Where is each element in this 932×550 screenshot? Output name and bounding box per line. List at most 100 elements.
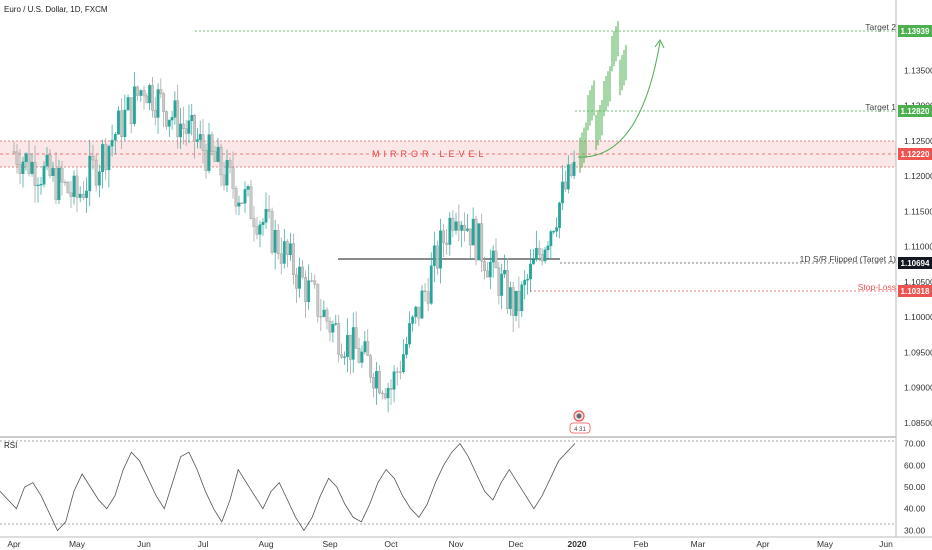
candle-body [12, 151, 16, 153]
candle-body [237, 202, 241, 207]
candle-body [468, 228, 472, 246]
symbol-title: Euro / U.S. Dollar, 1D, FXCM [4, 5, 108, 14]
candle-body [442, 230, 446, 244]
rsi-axis[interactable]: 70.00 60.00 50.00 40.00 30.00 [904, 439, 926, 536]
candle-body [526, 278, 530, 281]
candle-body [91, 155, 95, 161]
candle-body [460, 224, 464, 231]
candle-body [360, 351, 364, 363]
candle-body [477, 223, 481, 261]
stop-price-badge: 1.10318 [898, 285, 932, 297]
candle-body [392, 371, 396, 390]
candle-body [432, 245, 436, 266]
candle-body [181, 123, 185, 129]
candle-body [216, 146, 220, 162]
target2-price-badge: 1.13939 [898, 25, 932, 37]
candle-body [325, 309, 329, 322]
candle-body [88, 155, 92, 192]
candle-body [405, 343, 408, 355]
candle-body [24, 153, 28, 163]
flipped-label: 1D S/R Flipped (Target 1) [800, 254, 897, 264]
price-tick-label: 1.11500 [904, 206, 932, 216]
flipped-price: 1.10694 [901, 259, 930, 268]
candle-body [466, 228, 469, 231]
candle-body [198, 134, 202, 140]
candle-body [386, 388, 390, 399]
candle-body [411, 316, 415, 324]
candle-body [354, 327, 358, 349]
candle-body [190, 115, 194, 121]
candle-body [363, 341, 367, 353]
candle-body [346, 334, 349, 357]
candle-body [408, 323, 411, 345]
time-tick-label: Dec [508, 539, 524, 549]
candle-body [255, 226, 259, 235]
candle-body [288, 243, 292, 256]
candle-body [555, 227, 559, 232]
candle-body [340, 354, 344, 358]
candle-body [231, 167, 235, 189]
mirror-price: 1.12220 [901, 150, 930, 159]
candle-body [176, 100, 180, 138]
target1-price-badge: 1.12820 [898, 105, 932, 117]
candle-body [369, 355, 373, 378]
candle-body [60, 167, 64, 183]
candle-body [201, 134, 205, 151]
candle-body [204, 150, 208, 171]
time-axis[interactable]: Apr May Jun Jul Aug Sep Oct Nov Dec 2020 Feb Mar Apr… [7, 539, 893, 549]
time-tick-label: May [817, 539, 834, 549]
candle-body [207, 134, 211, 171]
candle-body [276, 229, 280, 255]
rsi-label: RSI [4, 441, 17, 450]
candle-body [187, 120, 191, 134]
candle-body [142, 90, 146, 97]
candle-body [270, 211, 274, 253]
candle-body [334, 323, 338, 325]
arrow-head-icon [654, 39, 665, 49]
candle-body [81, 193, 85, 198]
candle-body [520, 284, 524, 312]
candle-body [282, 241, 286, 264]
candle-body [549, 231, 553, 247]
rsi-tick-label: 30.00 [904, 525, 926, 535]
candle-body [51, 168, 55, 176]
candle-body [145, 95, 149, 104]
candle-body [474, 218, 478, 261]
candle-body [558, 202, 561, 228]
candle-body [566, 164, 570, 190]
candle-body [503, 269, 506, 275]
candle-body [523, 279, 527, 286]
candle-body [343, 356, 346, 358]
candle-body [543, 249, 547, 262]
candle-body [136, 86, 140, 96]
price-tick-label: 1.13500 [904, 65, 932, 75]
candle-body [225, 160, 229, 186]
candle-body [15, 151, 19, 165]
dividend-event-icon[interactable]: 4 31 [569, 410, 591, 434]
candle-body [45, 154, 49, 167]
candle-body [101, 144, 104, 173]
candle-body [436, 245, 439, 269]
candle-body [63, 181, 67, 184]
candle-body [448, 217, 452, 245]
candle-body [514, 290, 518, 316]
candle-body [213, 151, 217, 162]
candle-body [572, 161, 576, 176]
time-tick-label: Mar [691, 539, 706, 549]
mirror-level-label: MIRROR-LEVEL [372, 149, 488, 159]
candle-body [529, 263, 532, 280]
candle-body [480, 223, 484, 262]
candle-body [292, 243, 295, 275]
candle-body [313, 280, 317, 285]
candle-body [366, 341, 370, 357]
candle-body [54, 168, 58, 201]
candle-body [426, 291, 430, 304]
candle-body [500, 273, 504, 296]
candle-body [285, 241, 289, 256]
candle-body [170, 117, 174, 121]
candle-body [210, 134, 214, 152]
time-tick-label: Sep [322, 539, 337, 549]
candle-body [36, 184, 40, 187]
candle-body [301, 266, 304, 278]
